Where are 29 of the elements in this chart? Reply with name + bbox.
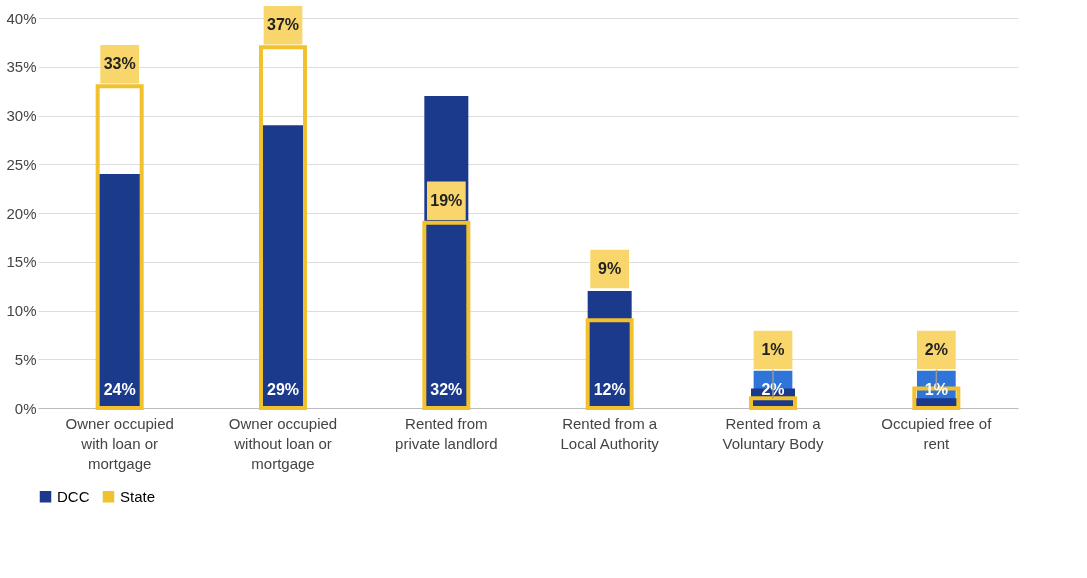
y-tick-label: 10% bbox=[6, 302, 37, 319]
x-tick-label: Occupied free of rent bbox=[881, 414, 993, 452]
y-tick-label: 15% bbox=[6, 253, 37, 271]
y-tick-label: 25% bbox=[6, 155, 37, 173]
data-label: 29% bbox=[266, 381, 300, 398]
data-label: 37% bbox=[266, 16, 300, 34]
y-tick-label: 0% bbox=[14, 399, 37, 417]
data-label: 12% bbox=[593, 381, 626, 398]
x-tick-label: Rented from a Voluntary Body bbox=[722, 414, 824, 452]
data-label: 33% bbox=[103, 55, 136, 73]
data-label: 9% bbox=[598, 260, 622, 277]
legend-label: DCC bbox=[57, 487, 90, 505]
x-tick-label: Owner occupied with loan or mortgage bbox=[65, 414, 174, 472]
legend-label: State bbox=[120, 487, 156, 505]
data-label: 24% bbox=[103, 381, 136, 398]
y-tick-label: 40% bbox=[6, 9, 37, 27]
data-label: 1% bbox=[761, 341, 785, 358]
y-tick-label: 5% bbox=[14, 350, 37, 368]
x-tick-label: Owner occupied without loan or mortgage bbox=[228, 414, 338, 472]
y-tick-label: 30% bbox=[6, 107, 37, 124]
x-tick-label: Rented from private landlord bbox=[395, 414, 498, 452]
data-label: 1% bbox=[924, 381, 948, 398]
y-tick-label: 35% bbox=[6, 58, 37, 76]
data-label: 32% bbox=[430, 381, 463, 398]
x-tick-label: Rented from a Local Authority bbox=[560, 414, 660, 452]
y-tick-label: 20% bbox=[6, 204, 37, 222]
data-label: 19% bbox=[430, 191, 463, 209]
data-label: 2% bbox=[924, 341, 948, 358]
data-label: 2% bbox=[761, 381, 785, 398]
